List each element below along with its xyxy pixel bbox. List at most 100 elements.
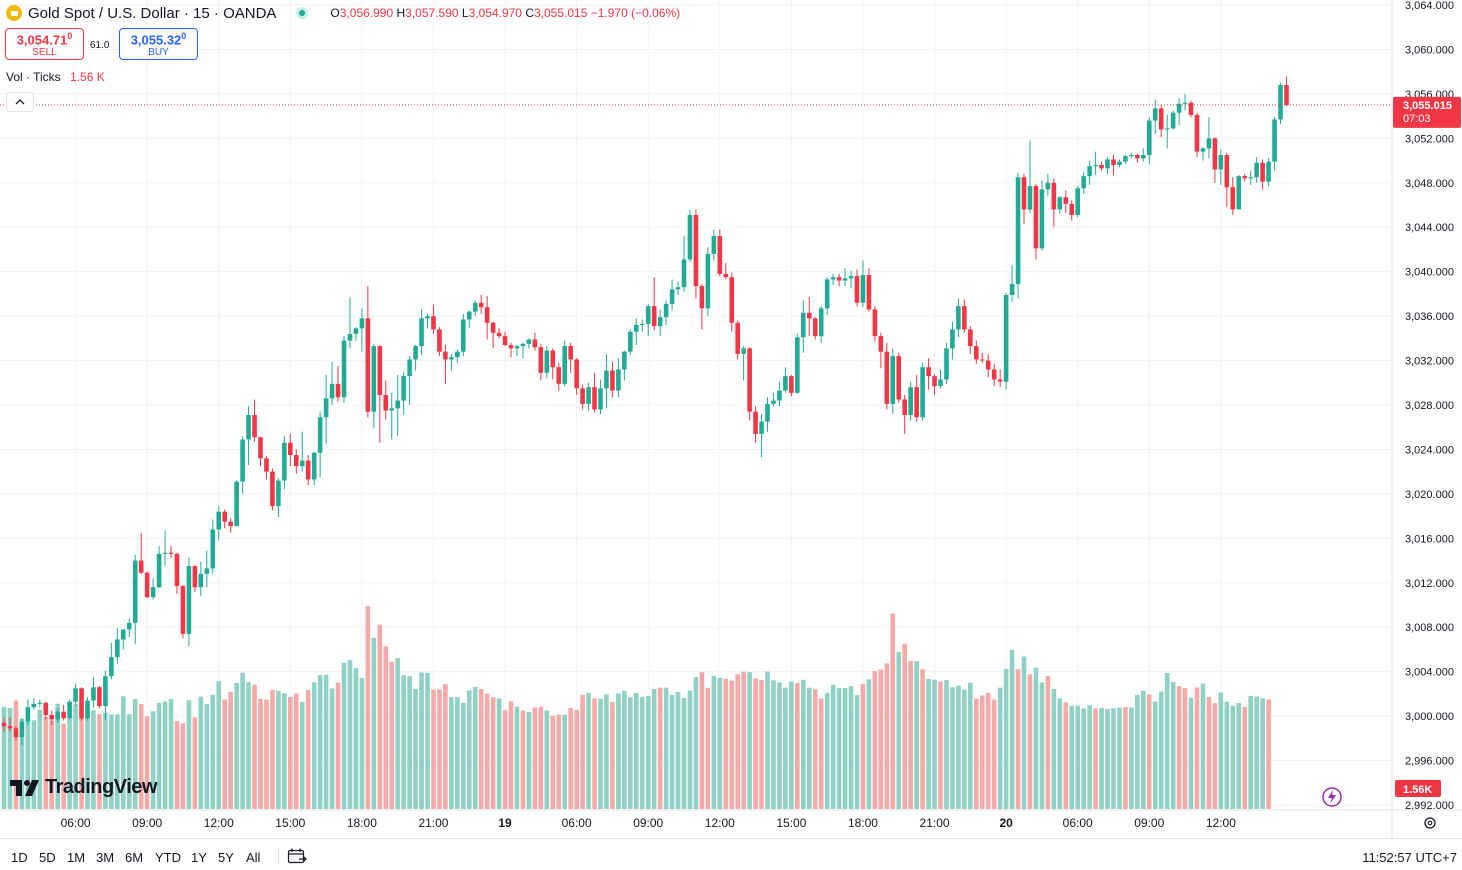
range-1d-button[interactable]: 1D xyxy=(11,850,28,865)
sell-button[interactable]: 3,054.710 SELL xyxy=(5,28,84,60)
range-3m-button[interactable]: 3M xyxy=(96,850,115,865)
candle-body xyxy=(490,322,496,333)
candle-body xyxy=(192,566,198,588)
range-all-button[interactable]: All xyxy=(246,850,261,865)
volume-bar xyxy=(1200,683,1206,809)
volume-bar xyxy=(282,693,287,809)
candle-body xyxy=(783,376,788,391)
volume-bar xyxy=(395,658,400,809)
candle-body xyxy=(711,236,717,254)
volume-bar xyxy=(1117,707,1122,809)
range-5y-button[interactable]: 5Y xyxy=(218,850,234,865)
y-tick-label: 3,000.000 xyxy=(1405,711,1454,723)
volume-bar xyxy=(1230,705,1236,809)
volume-bar xyxy=(944,680,949,809)
volume-legend[interactable]: Vol · Ticks 1.56 K xyxy=(6,70,105,84)
volume-bar xyxy=(598,698,603,809)
volume-bar xyxy=(812,689,818,809)
volume-bar xyxy=(872,671,878,809)
volume-bar xyxy=(639,696,645,809)
volume-bar xyxy=(1015,669,1021,809)
candle-body xyxy=(1045,182,1051,190)
volume-bar xyxy=(926,679,931,809)
high-value: 3,057.590 xyxy=(405,6,459,20)
volume-bar xyxy=(13,700,19,809)
candle-body xyxy=(914,387,919,418)
volume-bar xyxy=(1176,686,1182,809)
candle-body xyxy=(830,277,836,280)
volume-bar xyxy=(1003,669,1009,809)
volume-bar xyxy=(574,709,579,809)
volume-bar xyxy=(1266,699,1271,809)
candle-body xyxy=(938,379,943,387)
volume-bar xyxy=(777,682,782,809)
buy-button[interactable]: 3,055.320 BUY xyxy=(119,28,198,60)
volume-value-label: 1.56K xyxy=(1403,784,1432,796)
volume-bar xyxy=(115,714,120,809)
candle-body xyxy=(1152,108,1158,121)
range-5d-button[interactable]: 5D xyxy=(39,850,56,865)
candle-body xyxy=(7,726,13,729)
volume-bar xyxy=(1242,706,1248,809)
volume-bar xyxy=(73,704,78,809)
candle-body xyxy=(651,306,657,327)
y-tick-label: 2,992.000 xyxy=(1405,800,1454,812)
candle-body xyxy=(1003,295,1009,382)
volume-bar xyxy=(252,684,257,809)
buy-price: 3,055.320 xyxy=(120,31,197,47)
volume-bar xyxy=(490,697,496,809)
market-status-icon[interactable] xyxy=(296,7,309,19)
settings-gear-icon[interactable] xyxy=(1424,817,1436,829)
volume-bar xyxy=(592,698,597,809)
tradingview-logo[interactable]: TradingView xyxy=(10,776,157,799)
timezone-clock[interactable]: 11:52:57 UTC+7 xyxy=(1362,850,1457,865)
volume-bar xyxy=(1027,674,1033,809)
candle-body xyxy=(413,346,418,360)
sell-price: 3,054.710 xyxy=(6,31,83,47)
volume-bar xyxy=(938,681,943,809)
range-6m-button[interactable]: 6M xyxy=(125,850,144,865)
candle-body xyxy=(132,560,138,623)
volume-bar xyxy=(449,697,454,809)
volume-bar xyxy=(1063,702,1069,809)
volume-bar xyxy=(359,678,365,809)
candle-body xyxy=(956,306,961,330)
candle-body xyxy=(985,360,991,370)
candle-body xyxy=(1206,138,1212,149)
open-label: O xyxy=(330,6,340,20)
candle-body xyxy=(234,481,239,527)
volume-bar xyxy=(586,692,591,809)
ohlc-values: O3,056.990 H3,057.590 L3,054.970 C3,055.… xyxy=(330,6,680,20)
y-tick-label: 3,008.000 xyxy=(1405,622,1454,634)
x-tick-label: 09:00 xyxy=(1134,816,1164,830)
candle-body xyxy=(1099,165,1104,169)
candle-body xyxy=(228,521,233,527)
candle-body xyxy=(496,332,502,337)
candle-body xyxy=(389,408,395,411)
collapse-legend-button[interactable] xyxy=(6,92,34,112)
go-to-date-icon[interactable] xyxy=(287,848,307,864)
volume-bar xyxy=(1260,698,1265,809)
volume-bar xyxy=(97,714,102,809)
candle-body xyxy=(1123,156,1128,162)
price-chart[interactable]: 3,064.0003,060.0003,056.0003,052.0003,04… xyxy=(0,0,1462,838)
x-tick-label: 21:00 xyxy=(418,816,448,830)
candle-body xyxy=(401,376,406,401)
candle-body xyxy=(43,702,49,715)
symbol-title[interactable]: Gold Spot / U.S. Dollar · 15 · OANDA xyxy=(28,4,277,22)
range-ytd-button[interactable]: YTD xyxy=(155,850,181,865)
volume-bar xyxy=(103,712,108,809)
candle-body xyxy=(49,715,55,720)
range-1y-button[interactable]: 1Y xyxy=(191,850,207,865)
candle-body xyxy=(1236,176,1242,210)
candle-body xyxy=(753,411,758,434)
range-1m-button[interactable]: 1M xyxy=(67,850,86,865)
volume-bar xyxy=(765,671,770,809)
candle-body xyxy=(681,259,687,288)
volume-bar xyxy=(538,706,544,809)
candle-body xyxy=(115,639,120,658)
x-tick-label: 12:00 xyxy=(705,816,735,830)
volume-bar xyxy=(496,698,502,809)
candle-body xyxy=(1284,85,1289,105)
